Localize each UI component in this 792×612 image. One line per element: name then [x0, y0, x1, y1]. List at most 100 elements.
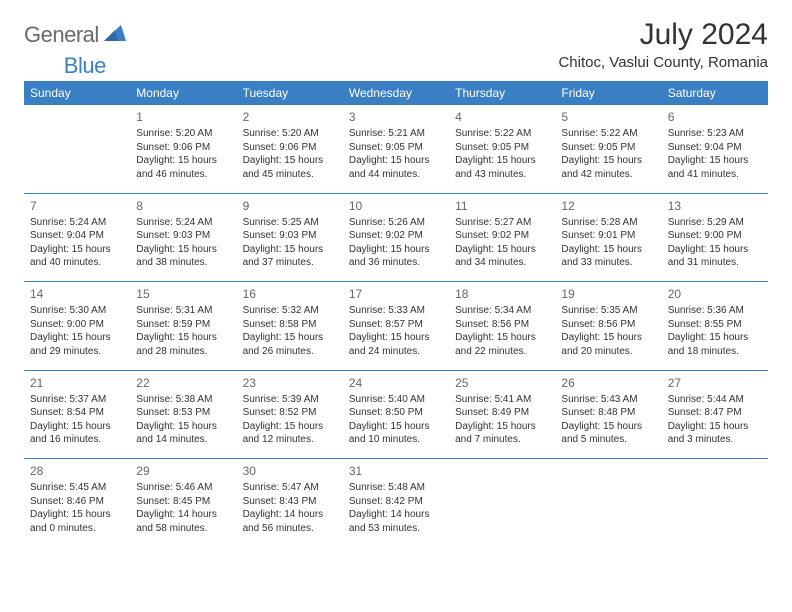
day-cell: 22Sunrise: 5:38 AMSunset: 8:53 PMDayligh… — [130, 371, 236, 459]
day-cell: 26Sunrise: 5:43 AMSunset: 8:48 PMDayligh… — [555, 371, 661, 459]
day-cell — [555, 459, 661, 547]
day-number: 13 — [668, 198, 762, 214]
calendar-body: 1Sunrise: 5:20 AMSunset: 9:06 PMDaylight… — [24, 105, 768, 547]
sunrise-line: Sunrise: 5:40 AM — [349, 393, 443, 407]
day-cell: 13 Sunrise: 5:29 AMSunset: 9:00 PMDayligh… — [662, 194, 768, 282]
day-cell: 3Sunrise: 5:21 AMSunset: 9:05 PMDaylight… — [343, 105, 449, 193]
col-monday: Monday — [130, 81, 236, 105]
sunrise-line: Sunrise: 5:28 AM — [561, 216, 655, 230]
sunrise-line: Sunrise: 5:23 AM — [668, 127, 762, 141]
day-number: 29 — [136, 463, 230, 479]
daylight-line: Daylight: 15 hours and 10 minutes. — [349, 420, 443, 447]
col-thursday: Thursday — [449, 81, 555, 105]
logo-word1: General — [24, 22, 99, 48]
sunset-line: Sunset: 8:43 PM — [243, 495, 337, 509]
day-number: 30 — [243, 463, 337, 479]
daylight-line: Daylight: 15 hours and 29 minutes. — [30, 331, 124, 358]
day-cell: 14Sunrise: 5:30 AMSunset: 9:00 PMDayligh… — [24, 282, 130, 370]
daylight-line: Daylight: 15 hours and 31 minutes. — [668, 243, 762, 270]
day-cell: 23Sunrise: 5:39 AMSunset: 8:52 PMDayligh… — [237, 371, 343, 459]
sunrise-line: Sunrise: 5:25 AM — [243, 216, 337, 230]
calendar-table: Sunday Monday Tuesday Wednesday Thursday… — [24, 81, 768, 547]
day-number: 15 — [136, 286, 230, 302]
col-sunday: Sunday — [24, 81, 130, 105]
sunset-line: Sunset: 9:00 PM — [668, 229, 762, 243]
day-cell: 27Sunrise: 5:44 AMSunset: 8:47 PMDayligh… — [662, 371, 768, 459]
day-cell: 30Sunrise: 5:47 AMSunset: 8:43 PMDayligh… — [237, 459, 343, 547]
day-number: 22 — [136, 375, 230, 391]
sunset-line: Sunset: 8:42 PM — [349, 495, 443, 509]
sunset-line: Sunset: 9:05 PM — [561, 141, 655, 155]
sunrise-line: Sunrise: 5:20 AM — [136, 127, 230, 141]
daylight-line: Daylight: 15 hours and 24 minutes. — [349, 331, 443, 358]
daylight-line: Daylight: 15 hours and 38 minutes. — [136, 243, 230, 270]
day-number: 19 — [561, 286, 655, 302]
day-number: 5 — [561, 109, 655, 125]
daylight-line: Daylight: 15 hours and 33 minutes. — [561, 243, 655, 270]
day-number: 24 — [349, 375, 443, 391]
day-cell: 4Sunrise: 5:22 AMSunset: 9:05 PMDaylight… — [449, 105, 555, 193]
sunset-line: Sunset: 9:03 PM — [243, 229, 337, 243]
sunrise-line: Sunrise: 5:22 AM — [561, 127, 655, 141]
day-number: 17 — [349, 286, 443, 302]
daylight-line: Daylight: 15 hours and 3 minutes. — [668, 420, 762, 447]
col-wednesday: Wednesday — [343, 81, 449, 105]
sunrise-line: Sunrise: 5:37 AM — [30, 393, 124, 407]
day-number: 9 — [243, 198, 337, 214]
daylight-line: Daylight: 14 hours and 58 minutes. — [136, 508, 230, 535]
sunrise-line: Sunrise: 5:22 AM — [455, 127, 549, 141]
sunrise-line: Sunrise: 5:47 AM — [243, 481, 337, 495]
daylight-line: Daylight: 15 hours and 42 minutes. — [561, 154, 655, 181]
day-number: 26 — [561, 375, 655, 391]
week-row: 28Sunrise: 5:45 AMSunset: 8:46 PMDayligh… — [24, 459, 768, 547]
sunset-line: Sunset: 8:45 PM — [136, 495, 230, 509]
daylight-line: Daylight: 15 hours and 20 minutes. — [561, 331, 655, 358]
daylight-line: Daylight: 15 hours and 12 minutes. — [243, 420, 337, 447]
sunrise-line: Sunrise: 5:38 AM — [136, 393, 230, 407]
sunset-line: Sunset: 8:54 PM — [30, 406, 124, 420]
sunset-line: Sunset: 9:02 PM — [349, 229, 443, 243]
day-cell: 5 Sunrise: 5:22 AMSunset: 9:05 PMDaylight… — [555, 105, 661, 193]
day-number: 20 — [668, 286, 762, 302]
col-saturday: Saturday — [662, 81, 768, 105]
sunset-line: Sunset: 8:48 PM — [561, 406, 655, 420]
sunset-line: Sunset: 8:56 PM — [455, 318, 549, 332]
sunrise-line: Sunrise: 5:43 AM — [561, 393, 655, 407]
sunset-line: Sunset: 9:06 PM — [243, 141, 337, 155]
sunrise-line: Sunrise: 5:33 AM — [349, 304, 443, 318]
day-cell: 31Sunrise: 5:48 AMSunset: 8:42 PMDayligh… — [343, 459, 449, 547]
sunrise-line: Sunrise: 5:29 AM — [668, 216, 762, 230]
sunset-line: Sunset: 8:55 PM — [668, 318, 762, 332]
sunset-line: Sunset: 8:49 PM — [455, 406, 549, 420]
day-header-row: Sunday Monday Tuesday Wednesday Thursday… — [24, 81, 768, 105]
day-number: 2 — [243, 109, 337, 125]
day-cell: 1Sunrise: 5:20 AMSunset: 9:06 PMDaylight… — [130, 105, 236, 193]
sunset-line: Sunset: 9:02 PM — [455, 229, 549, 243]
daylight-line: Daylight: 15 hours and 16 minutes. — [30, 420, 124, 447]
logo-word2: Blue — [64, 53, 106, 79]
day-number: 8 — [136, 198, 230, 214]
sunrise-line: Sunrise: 5:44 AM — [668, 393, 762, 407]
sunrise-line: Sunrise: 5:34 AM — [455, 304, 549, 318]
sunset-line: Sunset: 9:03 PM — [136, 229, 230, 243]
day-cell: 10Sunrise: 5:26 AMSunset: 9:02 PMDayligh… — [343, 194, 449, 282]
header: General Blue July 2024 Chitoc, Vaslui Co… — [24, 18, 768, 71]
day-cell — [662, 459, 768, 547]
day-cell: 19Sunrise: 5:35 AMSunset: 8:56 PMDayligh… — [555, 282, 661, 370]
week-row: 1Sunrise: 5:20 AMSunset: 9:06 PMDaylight… — [24, 105, 768, 193]
week-row: 14Sunrise: 5:30 AMSunset: 9:00 PMDayligh… — [24, 282, 768, 370]
day-cell — [24, 105, 130, 193]
sunrise-line: Sunrise: 5:20 AM — [243, 127, 337, 141]
sunset-line: Sunset: 8:50 PM — [349, 406, 443, 420]
sunset-line: Sunset: 8:53 PM — [136, 406, 230, 420]
sunset-line: Sunset: 8:57 PM — [349, 318, 443, 332]
day-cell: 7Sunrise: 5:24 AMSunset: 9:04 PMDaylight… — [24, 194, 130, 282]
daylight-line: Daylight: 15 hours and 37 minutes. — [243, 243, 337, 270]
day-number: 27 — [668, 375, 762, 391]
daylight-line: Daylight: 15 hours and 0 minutes. — [30, 508, 124, 535]
sunrise-line: Sunrise: 5:31 AM — [136, 304, 230, 318]
col-tuesday: Tuesday — [237, 81, 343, 105]
day-cell: 17 Sunrise: 5:33 AMSunset: 8:57 PMDayligh… — [343, 282, 449, 370]
day-number: 11 — [455, 198, 549, 214]
title-block: July 2024 Chitoc, Vaslui County, Romania — [558, 18, 768, 71]
